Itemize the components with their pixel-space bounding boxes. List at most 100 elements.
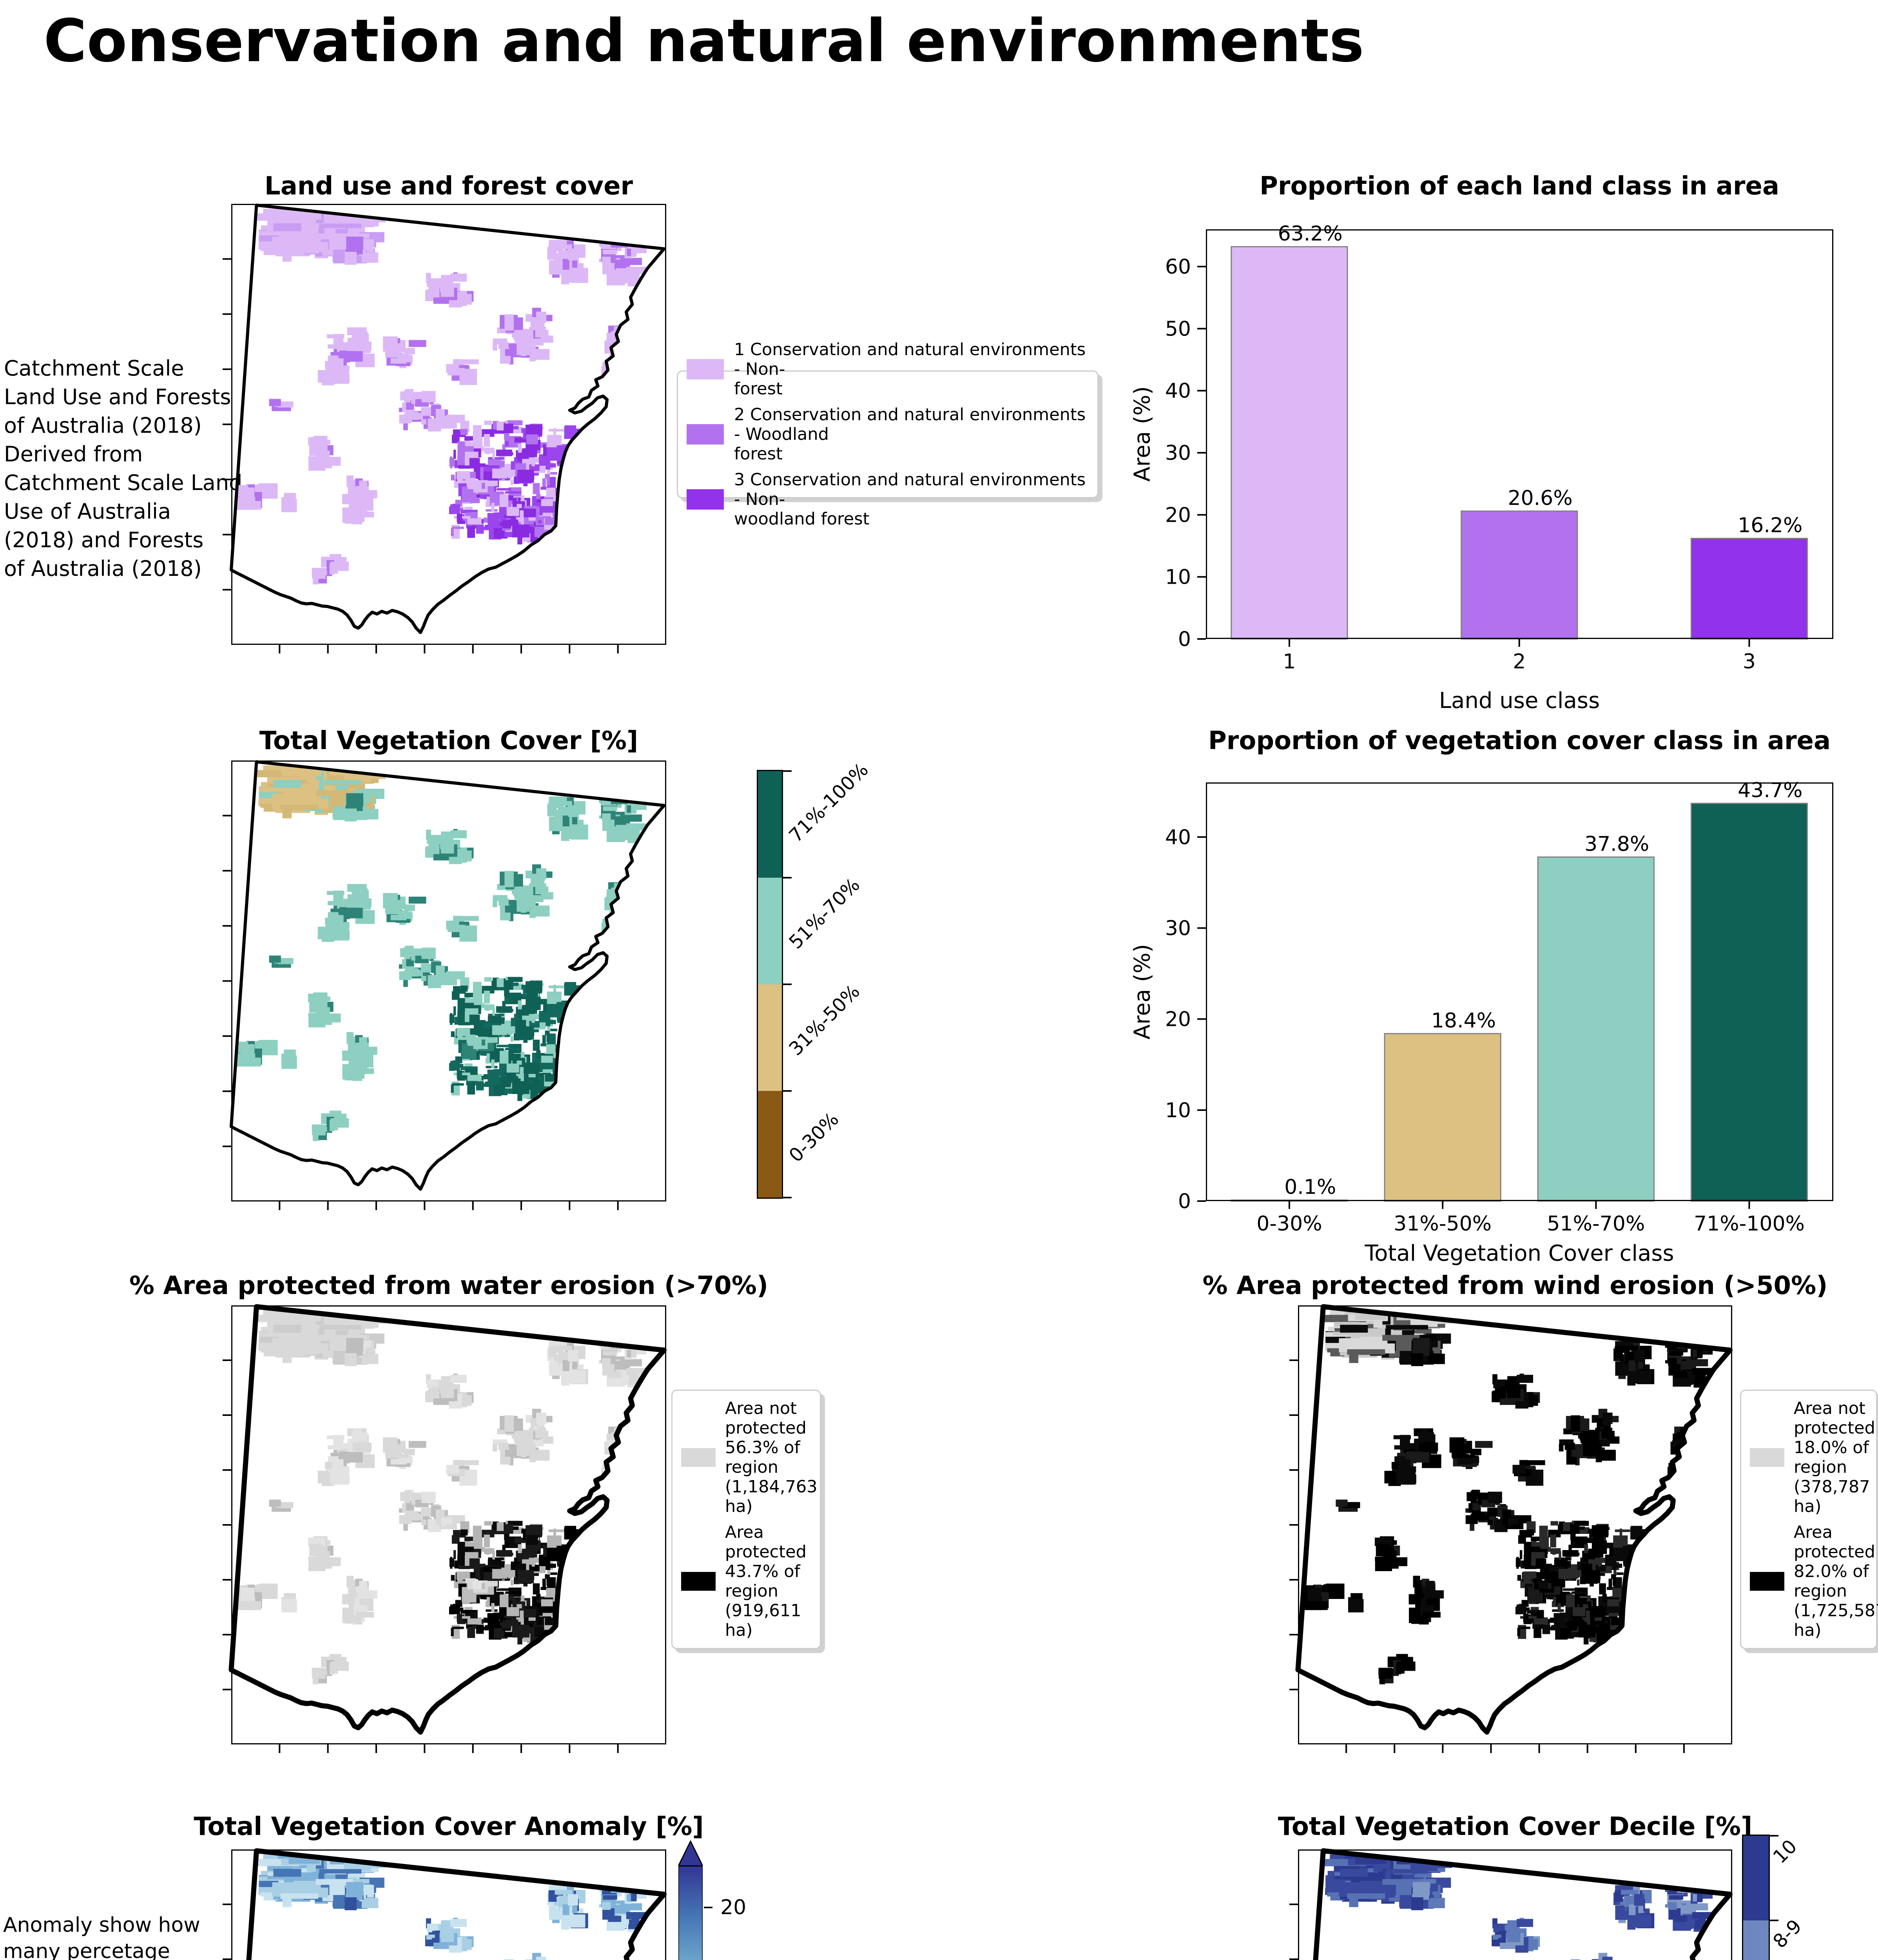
veg-colorbar-tick (783, 1197, 792, 1198)
wind-erosion-map (1289, 1304, 1733, 1753)
svg-text:50: 50 (1165, 317, 1191, 341)
veg-class-chart-xlabel: Total Vegetation Cover class (1365, 1241, 1674, 1266)
veg-cover-map-canvas (223, 760, 666, 1210)
land-use-map-title: Land use and forest cover (264, 172, 633, 201)
land-use-map-canvas (223, 203, 666, 653)
anomaly-colorbar-canvas (677, 1840, 704, 1960)
svg-text:16.2%: 16.2% (1738, 514, 1802, 537)
land-class-chart-title: Proportion of each land class in area (1259, 172, 1780, 201)
veg-class-chart: 0 10 20 30 40 0.1% 0-30% 18.4% 31%-50% 37.8% 51%-7… (1165, 779, 1833, 1236)
svg-text:71%-100%: 71%-100% (1694, 1212, 1805, 1236)
decile-note: Deciles show where the pixel value lies … (919, 1957, 1201, 1960)
legend-label-nonwoodland: 3 Conservation and natural environments … (734, 470, 1086, 529)
veg-colorbar-tick (783, 770, 792, 772)
land-class-chart: 0 10 20 30 40 50 60 63.2% 1 20.6% 2 16.2% 3 (1165, 222, 1833, 673)
svg-text:1: 1 (1283, 650, 1296, 673)
anomaly-map-title: Total Vegetation Cover Anomaly [%] (194, 1812, 704, 1841)
land-class-chart-canvas: 0 10 20 30 40 50 60 63.2% 1 20.6% 2 16.2% 3 (1165, 222, 1833, 673)
svg-text:0: 0 (1178, 1190, 1191, 1213)
svg-text:0: 0 (1178, 628, 1191, 651)
veg-colorbar-segment (758, 1091, 782, 1198)
legend-swatch-woodland (687, 424, 724, 445)
veg-class-chart-title: Proportion of vegetation cover class in … (1208, 726, 1831, 755)
veg-cover-map-title: Total Vegetation Cover [%] (259, 726, 638, 755)
land-class-chart-xlabel: Land use class (1439, 688, 1600, 713)
wind-legend-label-protected: Area protected 82.0% of region (1,725,58… (1794, 1523, 1878, 1640)
wind-erosion-legend: Area not protected 18.0% of region (378,… (1740, 1390, 1878, 1649)
svg-text:60: 60 (1165, 255, 1191, 279)
decile-map-canvas (1289, 1848, 1733, 1960)
veg-colorbar-tick (783, 1090, 792, 1092)
wind-legend-swatch-protected (1750, 1572, 1784, 1591)
legend-label-nonforest: 1 Conservation and natural environments … (734, 340, 1086, 399)
svg-text:10: 10 (1165, 1099, 1191, 1122)
water-erosion-legend: Area not protected 56.3% of region (1,18… (671, 1390, 821, 1649)
svg-text:30: 30 (1165, 916, 1191, 940)
legend-item-nonforest: 1 Conservation and natural environments … (687, 340, 1089, 399)
svg-text:40: 40 (1165, 826, 1191, 849)
svg-text:20.6%: 20.6% (1508, 486, 1572, 510)
wind-legend-swatch-not-protected (1750, 1448, 1784, 1467)
wind-legend-protected: Area protected 82.0% of region (1,725,58… (1750, 1523, 1878, 1640)
veg-class-chart-canvas: 0 10 20 30 40 0.1% 0-30% 18.4% 31%-50% 37.8% 51%-7… (1165, 779, 1833, 1236)
anomaly-cb-tick-20 (704, 1907, 712, 1908)
svg-text:43.7%: 43.7% (1738, 779, 1802, 802)
water-legend-label-not-protected: Area not protected 56.3% of region (1,18… (725, 1399, 818, 1516)
svg-text:63.2%: 63.2% (1278, 222, 1343, 245)
veg-cover-colorbar (757, 770, 792, 1199)
svg-text:20: 20 (1165, 503, 1191, 527)
svg-text:0-30%: 0-30% (1256, 1212, 1322, 1236)
water-erosion-map-title: % Area protected from water erosion (>70… (129, 1271, 769, 1300)
water-erosion-map-canvas (223, 1304, 667, 1753)
wind-erosion-map-canvas (1289, 1304, 1733, 1753)
water-legend-not-protected: Area not protected 56.3% of region (1,18… (681, 1399, 818, 1516)
water-legend-protected: Area protected 43.7% of region (919,611 … (681, 1523, 811, 1640)
anomaly-note: Anomaly show how many percetage points e… (3, 1913, 200, 1960)
veg-colorbar-tick (783, 877, 792, 878)
veg-colorbar-segment (758, 771, 782, 878)
decile-map-title: Total Vegetation Cover Decile [%] (1278, 1812, 1753, 1841)
legend-item-woodland: 2 Conservation and natural environments … (687, 405, 1089, 464)
water-legend-label-protected: Area protected 43.7% of region (919,611 … (725, 1523, 807, 1640)
svg-text:18.4%: 18.4% (1431, 1009, 1496, 1033)
veg-colorbar-label-71-100: 71%-100% (785, 759, 873, 847)
anomaly-map-canvas (223, 1848, 667, 1960)
veg-class-chart-ylabel: Area (%) (1129, 944, 1155, 1040)
svg-text:51%-70%: 51%-70% (1547, 1212, 1645, 1236)
water-legend-swatch-protected (681, 1572, 716, 1591)
land-use-map (223, 203, 666, 653)
decile-cb-label-10: 10 (1769, 1835, 1802, 1868)
land-class-chart-ylabel: Area (%) (1129, 386, 1155, 482)
veg-colorbar-tick (783, 984, 792, 985)
legend-item-nonwoodland: 3 Conservation and natural environments … (687, 470, 1089, 529)
legend-swatch-nonwoodland (687, 489, 724, 510)
decile-colorbar (1742, 1835, 1778, 1960)
anomaly-colorbar (677, 1840, 704, 1960)
veg-colorbar-label-31-50: 31%-50% (785, 980, 865, 1060)
decile-colorbar-segment (1743, 1836, 1769, 1920)
veg-colorbar-segment (758, 878, 782, 984)
decile-colorbar-tick (1770, 1920, 1778, 1921)
veg-colorbar-label-51-70: 51%-70% (785, 874, 865, 953)
wind-legend-not-protected: Area not protected 18.0% of region (378,… (1750, 1399, 1875, 1516)
svg-text:20: 20 (1165, 1008, 1191, 1031)
anomaly-map (223, 1848, 667, 1960)
water-legend-swatch-not-protected (681, 1448, 716, 1467)
wind-erosion-map-title: % Area protected from wind erosion (>50%… (1202, 1271, 1828, 1300)
veg-cover-map (223, 760, 666, 1210)
land-use-legend: 1 Conservation and natural environments … (677, 340, 1099, 529)
wind-legend-label-not-protected: Area not protected 18.0% of region (378,… (1794, 1399, 1875, 1516)
svg-text:10: 10 (1165, 566, 1191, 589)
svg-text:0.1%: 0.1% (1284, 1176, 1336, 1199)
veg-colorbar-segment (758, 984, 782, 1091)
decile-colorbar-tick (1770, 1835, 1778, 1837)
land-use-source-note: Catchment Scale Land Use and Forests of … (4, 356, 243, 581)
decile-map (1289, 1848, 1733, 1960)
svg-text:37.8%: 37.8% (1584, 832, 1649, 856)
legend-label-woodland: 2 Conservation and natural environments … (734, 405, 1086, 464)
veg-colorbar-label-0-30: 0-30% (785, 1108, 843, 1167)
page-title: Conservation and natural environments (44, 7, 1364, 75)
svg-text:2: 2 (1513, 650, 1526, 673)
decile-colorbar-segment (1743, 1920, 1769, 1960)
